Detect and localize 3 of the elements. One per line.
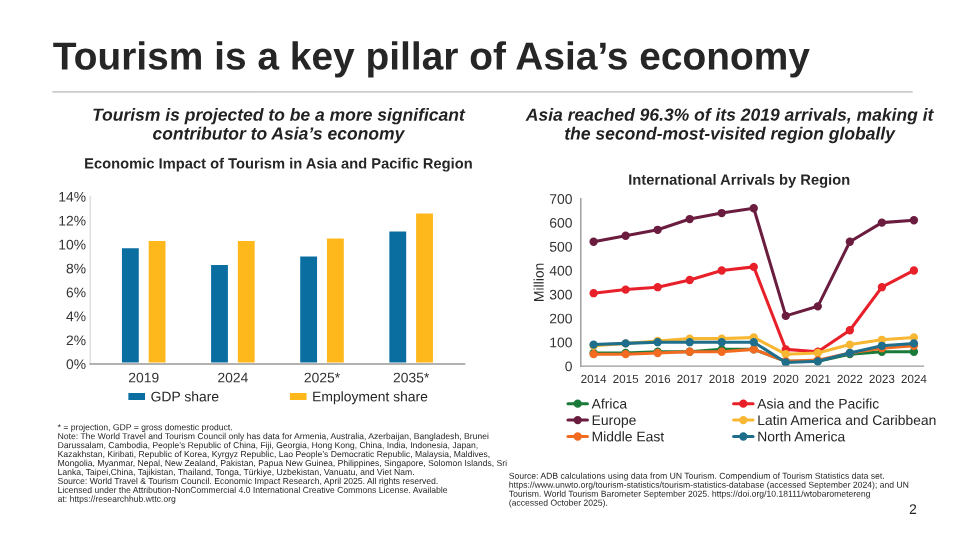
chart-subtitle: Asia reached 96.3% of its 2019 arrivals, making it the second-most-visited region globally [525, 108, 934, 144]
text: Tourism is a key pillar of Asia’s economy [53, 41, 810, 78]
chart-subtitle: Tourism is projected to be a more significant contributor to Asia’s economy [93, 108, 466, 144]
